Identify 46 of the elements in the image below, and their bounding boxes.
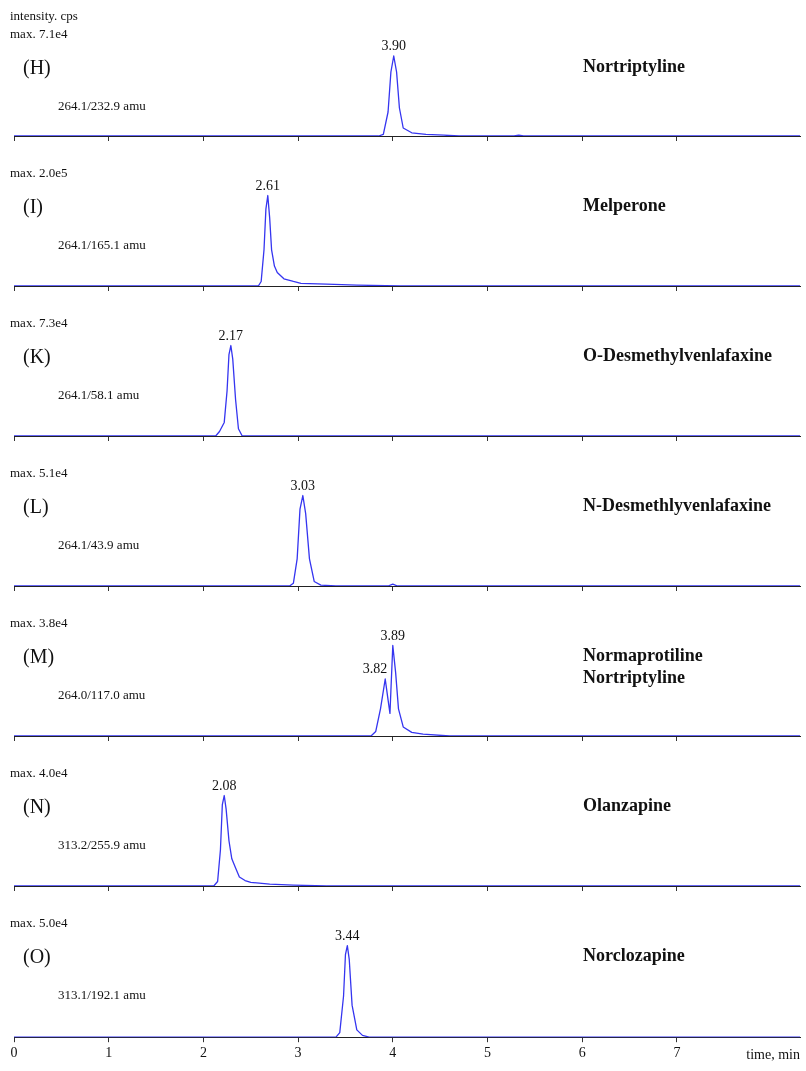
annotation: 3.44 xyxy=(335,927,360,943)
annotation: (O) xyxy=(23,945,51,968)
annotation: 313.1/192.1 amu xyxy=(58,987,147,1002)
annotation: (M) xyxy=(23,645,55,668)
y-axis-title: intensity. cps xyxy=(10,8,78,23)
x-tick-label: 3 xyxy=(294,1045,302,1061)
text: max. 5.0e4 xyxy=(10,915,68,930)
chart-title: N-Desmethlyvenlafaxine xyxy=(583,495,771,515)
annotation: 2.17 xyxy=(218,327,244,343)
x-tick-label: 4 xyxy=(389,1045,397,1061)
chart-title: O-Desmethylvenlafaxine xyxy=(583,345,772,365)
text: max. 3.8e4 xyxy=(10,615,68,630)
annotation: 313.2/255.9 amu xyxy=(58,837,147,852)
annotation: 3.90 xyxy=(381,38,406,53)
text: Normaprotiline Nortriptyline xyxy=(583,645,703,687)
annotation: 264.1/232.9 amu xyxy=(58,98,147,113)
x-axis-title: time, min xyxy=(746,1047,800,1063)
x-tick-label: 0 xyxy=(10,1045,18,1061)
annotation: 2.61 xyxy=(255,177,281,193)
annotation: 264.1/58.1 amu xyxy=(58,387,140,402)
x-tick-label: 7 xyxy=(673,1045,681,1061)
chart-title: Norclozapine xyxy=(583,945,685,965)
annotation: 3.03 xyxy=(290,477,316,493)
annotation: (K) xyxy=(23,345,51,368)
annotation: 264.0/117.0 amu xyxy=(58,687,146,702)
text: max. 2.0e5 xyxy=(10,165,68,180)
annotation: 2.08 xyxy=(211,777,237,793)
annotation: 264.1/43.9 amu xyxy=(58,537,140,552)
text: max. 7.1e4 xyxy=(10,26,68,41)
text: max. 5.1e4 xyxy=(10,465,68,480)
annotation: 3.82 xyxy=(362,661,388,676)
annotation: 3.89 xyxy=(380,627,406,643)
x-tick-label: 1 xyxy=(105,1045,113,1061)
text: max. 7.3e4 xyxy=(10,315,68,330)
x-tick-label: 5 xyxy=(483,1045,491,1061)
annotation: (H) xyxy=(23,56,51,79)
chart-title: Melperone xyxy=(583,195,666,215)
annotation: (L) xyxy=(23,495,49,518)
chart-title: Nortriptyline xyxy=(583,56,685,76)
annotation: 264.1/165.1 amu xyxy=(58,237,147,252)
x-tick-label: 2 xyxy=(199,1045,207,1061)
x-tick-label: 6 xyxy=(578,1045,586,1061)
chart-title: Olanzapine xyxy=(583,795,672,815)
text: max. 4.0e4 xyxy=(10,765,68,780)
annotation: (N) xyxy=(23,795,51,818)
annotation: (I) xyxy=(23,195,43,218)
